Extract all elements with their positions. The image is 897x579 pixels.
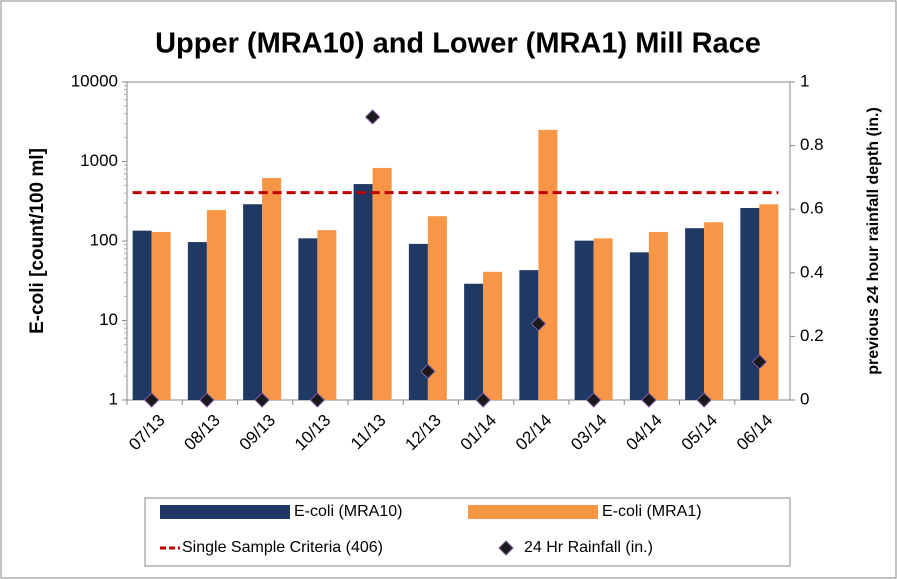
bar xyxy=(408,243,428,400)
bar xyxy=(353,184,373,400)
bar xyxy=(574,240,594,400)
rainfall-marker xyxy=(585,392,602,408)
y2-tick-label: 0.2 xyxy=(800,326,824,345)
legend-label: Single Sample Criteria (406) xyxy=(182,539,383,556)
rainfall-marker xyxy=(254,392,270,408)
legend-label: E-coli (MRA1) xyxy=(602,503,702,520)
y-tick-label: 10 xyxy=(99,310,118,329)
bar xyxy=(685,228,705,400)
rainfall-marker xyxy=(751,354,768,370)
bar xyxy=(132,230,152,400)
rainfall-marker xyxy=(364,109,381,125)
rainfall-marker xyxy=(530,315,547,332)
legend-swatch xyxy=(468,505,598,519)
bar xyxy=(187,242,207,400)
rainfall-marker xyxy=(696,392,712,408)
bar xyxy=(740,208,760,400)
bar xyxy=(206,210,226,400)
y2-tick-label: 0 xyxy=(800,389,809,408)
y-tick-label: 10000 xyxy=(71,71,118,90)
bar xyxy=(483,271,503,400)
legend-swatch xyxy=(498,540,514,556)
y-tick-label: 100 xyxy=(90,230,118,249)
rainfall-marker xyxy=(309,392,326,408)
y-axis-title: E-coli [count/100 ml] xyxy=(27,148,48,334)
bar xyxy=(298,238,318,400)
bar xyxy=(372,167,392,400)
y2-tick-label: 0.6 xyxy=(800,199,824,218)
bar xyxy=(648,231,668,400)
bar xyxy=(464,283,484,400)
bar xyxy=(538,129,558,400)
legend-box xyxy=(144,497,791,567)
legend-label: 24 Hr Rainfall (in.) xyxy=(524,539,653,556)
bar xyxy=(629,252,649,400)
rainfall-marker xyxy=(199,392,215,408)
legend-label: E-coli (MRA10) xyxy=(294,503,402,520)
bar xyxy=(262,178,282,400)
y2-tick-label: 1 xyxy=(800,71,809,90)
bar xyxy=(151,231,171,400)
y2-tick-label: 0.8 xyxy=(800,135,824,154)
bar xyxy=(704,222,724,400)
bar xyxy=(519,270,539,400)
legend-swatch xyxy=(160,505,290,519)
rainfall-marker xyxy=(475,392,491,408)
rainfall-marker xyxy=(143,392,160,408)
y-tick-label: 1000 xyxy=(80,151,118,170)
rainfall-marker xyxy=(641,392,657,408)
bar xyxy=(243,204,263,400)
bar xyxy=(427,216,447,400)
y2-axis-title: previous 24 hour rainfall depth (in.) xyxy=(865,107,882,375)
y-tick-label: 1 xyxy=(109,389,118,408)
chart-title: Upper (MRA10) and Lower (MRA1) Mill Race xyxy=(155,28,761,60)
bar xyxy=(759,204,779,400)
rainfall-marker xyxy=(420,363,436,380)
bar xyxy=(317,230,337,400)
bar xyxy=(593,238,613,400)
y2-tick-label: 0.4 xyxy=(800,262,824,281)
